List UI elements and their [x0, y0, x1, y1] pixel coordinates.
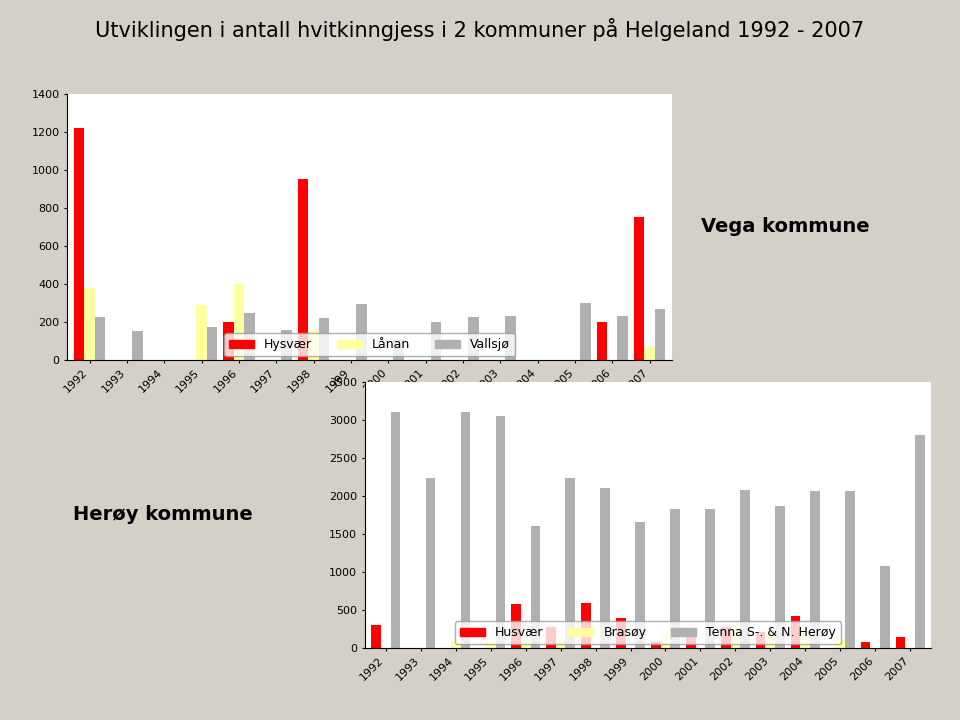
Bar — [810, 491, 820, 648]
Bar — [596, 322, 607, 360]
Bar — [244, 313, 254, 360]
Bar — [495, 416, 505, 648]
Bar — [685, 629, 696, 648]
Bar — [451, 641, 461, 648]
Bar — [425, 478, 436, 648]
Bar — [634, 217, 644, 360]
Bar — [731, 623, 740, 648]
Bar — [461, 412, 470, 648]
Bar — [394, 339, 404, 360]
Bar — [660, 631, 670, 648]
Bar — [845, 491, 855, 648]
Bar — [860, 642, 871, 648]
Bar — [670, 510, 681, 648]
Bar — [531, 526, 540, 648]
Bar — [740, 490, 750, 648]
Bar — [756, 632, 765, 648]
Text: Utviklingen i antall hvitkinngjess i 2 kommuner på Helgeland 1992 - 2007: Utviklingen i antall hvitkinngjess i 2 k… — [95, 18, 865, 41]
Bar — [546, 627, 556, 648]
Bar — [801, 635, 810, 648]
Bar — [565, 478, 575, 648]
Legend: Husvær, Brasøy, Tenna S-. & N. Herøy: Husvær, Brasøy, Tenna S-. & N. Herøy — [455, 621, 841, 644]
Bar — [556, 641, 565, 648]
Bar — [132, 331, 143, 360]
Bar — [391, 412, 400, 648]
Bar — [356, 304, 367, 360]
Bar — [600, 488, 611, 648]
Bar — [580, 303, 590, 360]
Bar — [95, 318, 106, 360]
Bar — [372, 625, 381, 648]
Bar — [511, 604, 520, 648]
Bar — [765, 631, 776, 648]
Bar — [880, 566, 890, 648]
Bar — [615, 618, 626, 648]
Text: Vega kommune: Vega kommune — [701, 217, 870, 236]
Bar — [506, 316, 516, 360]
Bar — [431, 322, 442, 360]
Legend: Hysvær, Lånan, Vallsjø: Hysvær, Lånan, Vallsjø — [224, 333, 516, 356]
Bar — [776, 505, 785, 648]
Bar — [791, 616, 801, 648]
Bar — [224, 322, 233, 360]
Bar — [520, 639, 531, 648]
Bar — [468, 318, 479, 360]
Bar — [651, 642, 660, 648]
Bar — [617, 316, 628, 360]
Bar — [74, 128, 84, 360]
Bar — [281, 330, 292, 360]
Bar — [636, 523, 645, 648]
Bar — [896, 636, 905, 648]
Bar — [655, 309, 665, 360]
Text: Herøy kommune: Herøy kommune — [73, 505, 253, 524]
Bar — [206, 327, 217, 360]
Bar — [308, 330, 319, 360]
Bar — [644, 347, 655, 360]
Bar — [197, 305, 206, 360]
Bar — [915, 435, 924, 648]
Bar — [581, 603, 590, 648]
Bar — [84, 288, 95, 360]
Bar — [486, 639, 495, 648]
Bar — [706, 510, 715, 648]
Bar — [298, 179, 308, 360]
Bar — [835, 639, 845, 648]
Bar — [319, 318, 329, 360]
Bar — [233, 284, 244, 360]
Bar — [721, 627, 731, 648]
